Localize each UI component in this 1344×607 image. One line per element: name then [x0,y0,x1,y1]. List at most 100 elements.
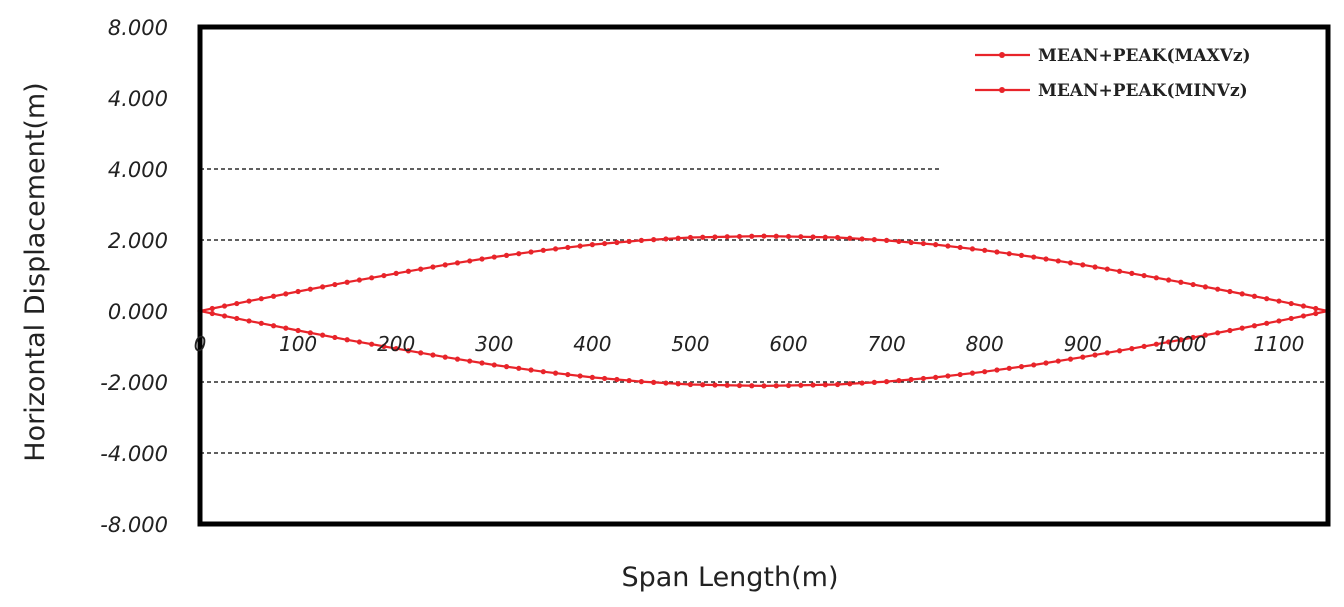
data-point [516,365,522,371]
series-minvz [197,308,1331,389]
data-point [1239,325,1245,331]
data-point [675,381,681,387]
y-tick-label: -8.000 [100,513,168,537]
data-point [516,251,522,257]
data-point [1055,258,1061,264]
data-point [700,382,706,388]
x-tick-label: 1100 [1254,332,1305,356]
data-point [834,234,841,241]
data-point [1153,341,1159,347]
data-point [307,330,313,336]
y-tick-label: -2.000 [100,371,168,395]
data-point [1104,266,1110,272]
data-point [1018,252,1025,258]
data-point [1251,293,1258,299]
data-point [969,370,976,376]
data-point [270,293,277,299]
data-point [1006,251,1012,257]
data-point [712,234,718,240]
data-point [945,243,951,249]
data-point [724,382,730,388]
plot-frame [197,24,1331,527]
data-point [1190,334,1196,341]
y-tick-label: 2.000 [108,229,168,253]
x-tick-label: 700 [868,332,906,356]
y-tick-label: -4.000 [100,442,168,466]
data-point [1251,323,1258,329]
data-point [969,246,976,252]
data-point [785,382,792,389]
data-point [1227,327,1233,334]
data-point [381,272,387,279]
data-point [957,371,963,378]
data-point [1178,337,1184,343]
data-point [270,323,277,329]
data-point [1166,339,1172,345]
data-point [234,300,240,307]
data-point [982,247,988,253]
data-point [295,288,301,295]
data-point [1129,270,1135,276]
data-point [1227,288,1233,295]
y-tick-labels: 8.000 4.000 4.000 2.000 0.000 -2.000 -4.000 -8.… [100,16,168,537]
data-point [1141,272,1147,279]
y-tick-label: 8.000 [108,16,168,40]
data-point [933,374,939,380]
data-point [724,234,730,240]
data-point [712,382,718,388]
data-point [626,377,632,384]
data-point [491,254,497,260]
data-point [393,346,399,352]
data-point [381,343,387,350]
data-point [810,234,816,240]
data-point [577,373,583,379]
data-point [847,381,853,387]
data-point [1067,260,1074,266]
data-point [1313,305,1319,312]
data-point [246,318,252,324]
data-point [1276,318,1282,324]
data-point [552,246,559,252]
data-point [1288,315,1294,322]
data-point [209,305,215,312]
data-point [1006,365,1012,371]
data-point [1153,275,1159,281]
data-point [503,252,510,258]
legend-swatch-marker [999,52,1005,58]
data-point [982,369,988,375]
series-line [199,234,1329,313]
data-point [822,382,828,388]
data-point [1018,364,1025,370]
data-point [295,327,301,334]
data-point [651,237,657,243]
data-point [332,281,338,288]
data-point [1080,354,1086,360]
data-point [884,237,890,243]
data-point [405,268,412,274]
data-point [1202,284,1208,290]
data-point [283,291,289,297]
x-tick-label: 0 [194,332,207,356]
data-point [540,369,546,375]
series-layer [197,233,1331,389]
data-point [871,379,877,385]
data-point [589,374,595,380]
data-point [479,256,485,262]
data-point [810,382,816,388]
data-point [1239,291,1245,297]
data-point [1300,313,1307,319]
data-point [479,360,485,366]
data-point [908,376,914,383]
data-point [540,247,546,253]
data-point [1190,281,1196,288]
data-point [896,238,902,245]
data-point [467,258,473,264]
data-point [749,233,755,239]
data-point [847,235,853,241]
data-point [1092,264,1098,270]
data-point [1043,256,1049,262]
data-point [602,240,608,247]
data-point [221,313,228,319]
data-point [528,367,534,373]
data-point [798,382,804,388]
